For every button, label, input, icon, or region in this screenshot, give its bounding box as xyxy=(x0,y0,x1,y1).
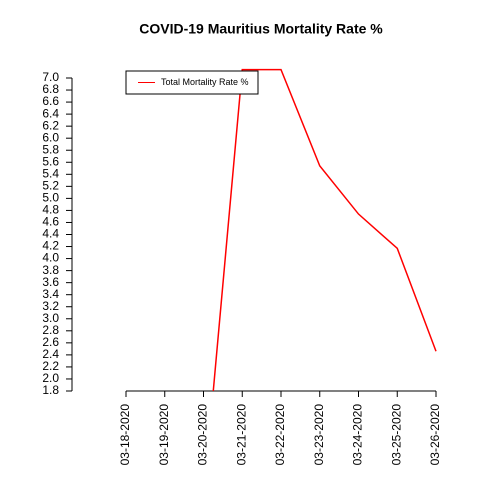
y-tick-label: 6.0 xyxy=(42,130,59,144)
x-tick-label: 03-22-2020 xyxy=(273,404,287,466)
y-tick-label: 5.4 xyxy=(42,166,59,180)
y-tick-label: 4.0 xyxy=(42,251,59,265)
y-tick-label: 6.6 xyxy=(42,94,59,108)
y-tick-label: 5.6 xyxy=(42,154,59,168)
y-tick-label: 3.6 xyxy=(42,275,59,289)
y-tick-label: 3.0 xyxy=(42,311,59,325)
x-tick-label: 03-23-2020 xyxy=(312,404,326,466)
y-tick-label: 2.8 xyxy=(42,323,59,337)
y-tick-label: 3.8 xyxy=(42,263,59,277)
x-tick-label: 03-19-2020 xyxy=(157,404,171,466)
x-tick-label: 03-25-2020 xyxy=(389,404,403,466)
y-tick-label: 2.4 xyxy=(42,347,59,361)
y-tick-label: 3.2 xyxy=(42,299,59,313)
y-tick-label: 2.6 xyxy=(42,335,59,349)
y-tick-label: 6.4 xyxy=(42,106,59,120)
chart-title: COVID-19 Mauritius Mortality Rate % xyxy=(139,21,383,37)
y-tick-label: 6.8 xyxy=(42,82,59,96)
x-tick-label: 03-26-2020 xyxy=(428,404,442,466)
y-tick-label: 3.4 xyxy=(42,287,59,301)
legend-label: Total Mortality Rate % xyxy=(161,77,249,87)
x-tick-label: 03-20-2020 xyxy=(196,404,210,466)
y-tick-label: 2.2 xyxy=(42,359,59,373)
y-tick-label: 5.8 xyxy=(42,142,59,156)
y-tick-label: 4.8 xyxy=(42,203,59,217)
y-tick-label: 5.2 xyxy=(42,179,59,193)
y-tick-label: 1.8 xyxy=(42,383,59,397)
data-line xyxy=(212,68,437,391)
x-tick-label: 03-18-2020 xyxy=(118,404,132,466)
y-tick-label: 6.2 xyxy=(42,118,59,132)
x-tick-label: 03-24-2020 xyxy=(351,404,365,466)
y-tick-label: 2.0 xyxy=(42,371,59,385)
y-tick-label: 5.0 xyxy=(42,191,59,205)
legend-box xyxy=(125,70,259,95)
plot-area xyxy=(212,68,437,391)
y-tick-label: 4.2 xyxy=(42,239,59,253)
y-tick-label: 4.4 xyxy=(42,227,59,241)
y-tick-label: 7.0 xyxy=(42,70,59,84)
y-tick-label: 4.6 xyxy=(42,215,59,229)
x-tick-label: 03-21-2020 xyxy=(234,404,248,466)
